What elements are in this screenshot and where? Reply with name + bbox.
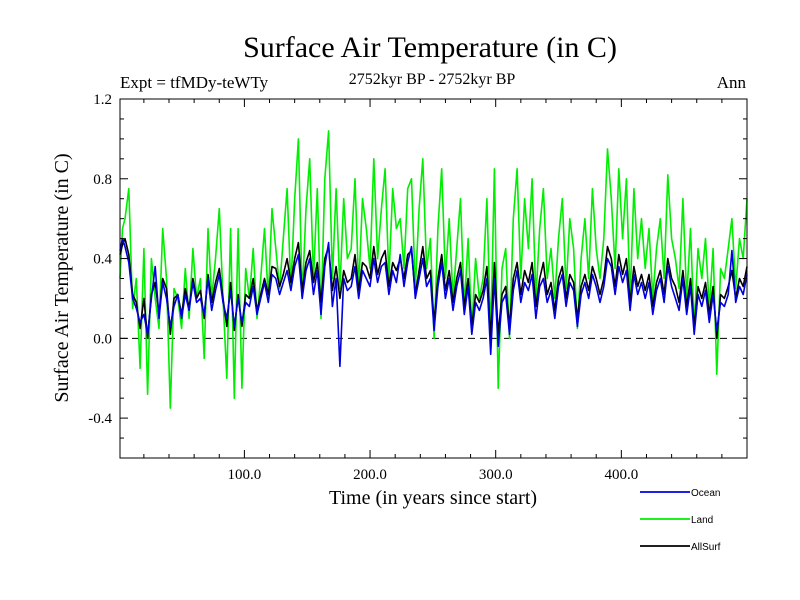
series-line-land: [119, 130, 748, 409]
legend-label-land: Land: [691, 515, 713, 526]
y-tick-label: 1.2: [93, 92, 112, 108]
season-label: Ann: [717, 73, 747, 92]
chart-title: Surface Air Temperature (in C): [243, 31, 617, 64]
y-tick-label: 0.0: [93, 331, 112, 347]
x-tick-label: 200.0: [353, 467, 387, 483]
legend-label-allsurf: AllSurf: [691, 542, 721, 553]
chart-subtitle: 2752kyr BP - 2752kyr BP: [349, 71, 516, 88]
x-tick-label: 300.0: [479, 467, 513, 483]
y-tick-label: 0.4: [93, 252, 112, 268]
experiment-label: Expt = tfMDy-teWTy: [120, 73, 269, 92]
x-tick-label: 100.0: [228, 467, 262, 483]
x-tick-label: 400.0: [604, 467, 638, 483]
y-tick-label: -0.4: [88, 411, 112, 427]
x-axis-label: Time (in years since start): [329, 487, 537, 509]
x-axis: 100.0 200.0 300.0 400.0: [143, 99, 723, 483]
plot-area: [119, 130, 748, 409]
y-axis-label: Surface Air Temperature (in C): [51, 153, 73, 402]
series-line-ocean: [119, 237, 748, 368]
legend: Ocean Land AllSurf: [640, 488, 721, 553]
y-tick-label: 0.8: [93, 172, 112, 188]
legend-label-ocean: Ocean: [691, 488, 720, 499]
y-axis: -0.4 0.0 0.4 0.8 1.2: [88, 92, 747, 439]
